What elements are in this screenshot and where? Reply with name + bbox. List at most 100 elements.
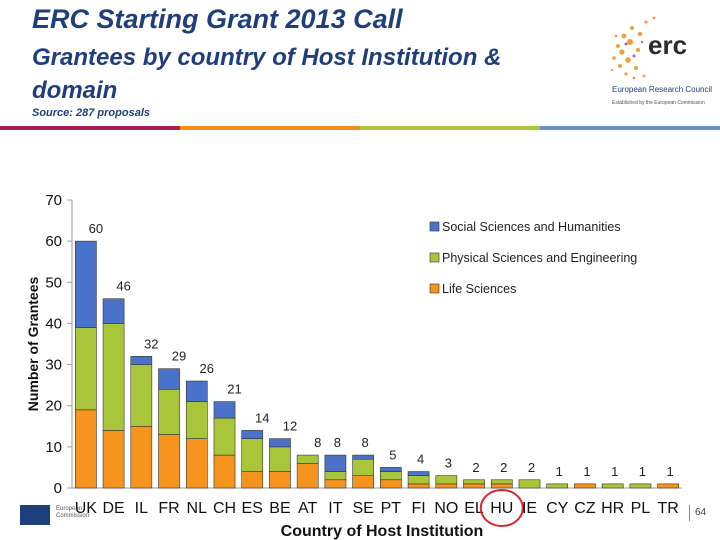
bar-segment-fr <box>158 368 180 390</box>
bar-segment-fi <box>407 471 430 476</box>
erc-logo-tagline: Established by the European Commission <box>612 100 705 106</box>
x-tick-label: EL <box>464 500 484 517</box>
bar-segment-fr <box>158 434 180 489</box>
bar-segment-de <box>102 298 125 324</box>
bar-total-label: 1 <box>556 464 563 479</box>
european-commission-flag-icon <box>20 505 50 525</box>
erc-logo <box>610 16 656 80</box>
bar-segment-no <box>435 475 458 485</box>
y-tick-label: 0 <box>54 480 62 497</box>
bar-segment-il <box>130 425 153 489</box>
bar-segment-it <box>324 454 347 472</box>
bar-segment-se <box>352 454 374 460</box>
x-tick-label: NO <box>434 500 458 517</box>
bar-segment-es <box>241 471 264 489</box>
bar-total-label: 5 <box>389 447 396 462</box>
bar-segment-de <box>102 323 125 431</box>
bar-segment-be <box>269 446 291 472</box>
y-tick-label: 20 <box>45 398 62 415</box>
x-tick-label: CH <box>213 500 236 517</box>
x-tick-label: CZ <box>574 500 596 517</box>
erc-logo-text: erc <box>648 30 688 60</box>
bar-total-label: 3 <box>445 456 452 471</box>
x-tick-label: NL <box>187 500 208 517</box>
bar-segment-uk <box>75 240 97 328</box>
y-axis-label: Number of Grantees <box>25 276 41 411</box>
bar-segment-be <box>269 471 291 489</box>
y-tick-label: 40 <box>45 315 62 332</box>
page-separator <box>689 505 690 521</box>
bar-segment-cz <box>574 483 596 489</box>
y-tick-label: 30 <box>45 357 62 374</box>
bar-segment-be <box>269 438 291 448</box>
bar-total-label: 1 <box>667 464 674 479</box>
bar-segment-ch <box>213 454 236 489</box>
bar-segment-il <box>130 356 153 365</box>
bar-segment-il <box>130 364 153 427</box>
legend-label: Social Sciences and Humanities <box>442 220 621 234</box>
legend-swatch <box>429 221 440 232</box>
bar-total-label: 46 <box>116 279 130 294</box>
bar-segment-fi <box>407 483 430 489</box>
band-segment <box>540 126 720 130</box>
legend-label: Life Sciences <box>442 282 516 296</box>
bar-total-label: 12 <box>283 419 297 434</box>
x-tick-label: FR <box>158 500 179 517</box>
bar-segment-no <box>435 483 458 489</box>
bar-total-label: 26 <box>200 361 214 376</box>
bar-total-label: 2 <box>500 460 507 475</box>
bar-segment-it <box>324 471 347 481</box>
bar-total-label: 1 <box>639 464 646 479</box>
grantees-stacked-bar-chart: 0 10 20 30 40 50 60 70 Number of Grantees 60 UK 46 D… <box>25 192 682 540</box>
page-title: ERC Starting Grant 2013 Call <box>32 4 403 34</box>
x-tick-label: SE <box>352 500 373 517</box>
x-tick-label: IL <box>135 500 148 517</box>
y-tick-label: 70 <box>45 192 62 209</box>
x-tick-label: BE <box>269 500 290 517</box>
bar-segment-es <box>241 430 264 439</box>
bar-total-label: 14 <box>255 410 269 425</box>
x-tick-label: AT <box>298 500 317 517</box>
page-subtitle: Grantees by country of Host Institution … <box>32 44 502 104</box>
bar-total-label: 8 <box>314 435 321 450</box>
bar-segment-uk <box>75 327 97 411</box>
bar-segment-el <box>463 483 485 489</box>
x-tick-label: PT <box>381 500 402 517</box>
erc-logo-name: European Research Council <box>612 85 713 94</box>
bar-segment-uk <box>75 409 97 489</box>
european-commission-label: European Commission <box>56 506 90 519</box>
header-color-band <box>0 126 720 130</box>
x-tick-label: UK <box>75 500 98 517</box>
band-segment <box>0 126 180 130</box>
bar-total-label: 32 <box>144 336 158 351</box>
x-axis-label: Country of Host Institution <box>281 523 484 540</box>
bar-segment-de <box>102 430 125 489</box>
bar-segment-hr <box>601 483 624 489</box>
legend-swatch <box>429 252 440 263</box>
x-tick-label: IE <box>522 500 537 517</box>
y-tick-label: 10 <box>45 439 62 456</box>
bar-segment-hu <box>490 483 513 489</box>
bar-segment-ch <box>213 401 236 419</box>
source-note: Source: 287 proposals <box>32 107 150 119</box>
bar-segment-hu <box>490 479 513 485</box>
band-segment <box>180 126 360 130</box>
bar-total-label: 1 <box>611 464 618 479</box>
bar-segment-ie <box>518 479 541 489</box>
x-tick-label: FI <box>411 500 425 517</box>
x-tick-label: CY <box>546 500 569 517</box>
bar-segment-pl <box>629 483 652 489</box>
bar-total-label: 1 <box>583 464 590 479</box>
x-tick-label: IT <box>328 500 342 517</box>
bar-segment-nl <box>185 380 208 402</box>
legend-swatch <box>429 283 440 294</box>
bar-total-label: 8 <box>362 435 369 450</box>
bar-segment-se <box>352 475 374 489</box>
x-tick-label: DE <box>102 500 124 517</box>
bar-segment-at <box>296 463 319 489</box>
bar-segment-pt <box>380 479 402 489</box>
bar-segment-nl <box>185 438 208 489</box>
bar-segment-fr <box>158 388 180 435</box>
bar-total-label: 21 <box>227 382 241 397</box>
y-tick-label: 50 <box>45 274 62 291</box>
